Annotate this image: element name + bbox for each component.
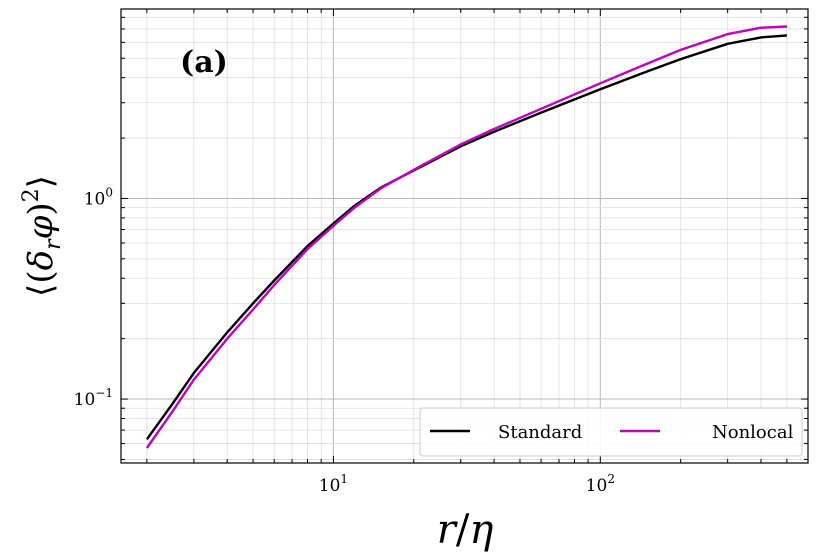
axis-ticks: 101 102 10−1 100	[74, 9, 808, 496]
legend-label-standard: Standard	[498, 422, 582, 443]
plot-frame	[120, 8, 809, 464]
series-lines	[145, 25, 787, 449]
x-tick-label: 101	[319, 472, 348, 496]
legend: Standard Nonlocal	[419, 407, 803, 457]
series-line-nonlocal	[145, 25, 787, 449]
series-line-standard	[145, 34, 787, 441]
y-axis-title: ⟨(δrφ)2⟩	[19, 175, 66, 297]
y-tick-label: 10−1	[74, 386, 113, 410]
x-tick-label: 102	[586, 472, 615, 496]
panel-label: (a)	[180, 45, 228, 80]
legend-box	[419, 407, 803, 457]
x-axis-title: r/η	[437, 507, 494, 553]
y-tick-label: 100	[84, 185, 113, 209]
legend-label-nonlocal: Nonlocal	[712, 422, 794, 443]
